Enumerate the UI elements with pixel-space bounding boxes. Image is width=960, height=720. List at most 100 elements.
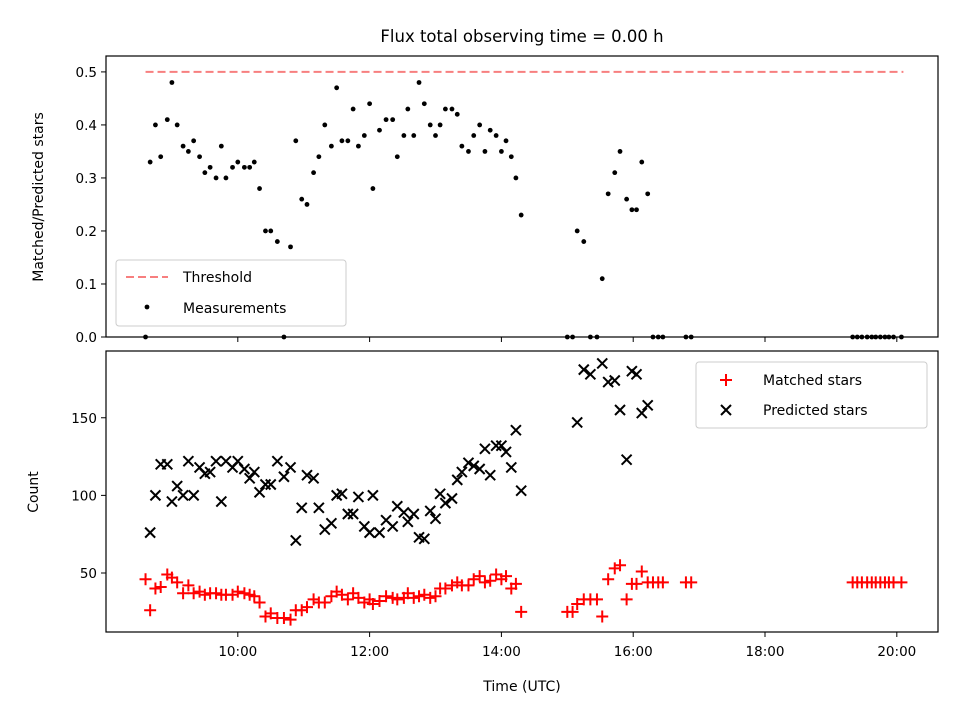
matched-star-point xyxy=(685,576,698,589)
measurement-point xyxy=(513,175,519,181)
predicted-star-point xyxy=(451,474,463,486)
measurement-point xyxy=(251,159,257,165)
predicted-star-point xyxy=(367,489,379,502)
measurement-point xyxy=(421,101,427,107)
predicted-star-point xyxy=(515,485,527,497)
measurement-point xyxy=(612,170,618,176)
measurement-point xyxy=(629,207,635,213)
predicted-star-point xyxy=(462,457,475,469)
matched-star-point xyxy=(424,591,437,604)
measurement-point xyxy=(394,154,400,160)
matched-star-point xyxy=(635,565,648,578)
predicted-star-point xyxy=(363,526,376,539)
measurement-point xyxy=(293,138,299,144)
predicted-star-point xyxy=(398,506,410,519)
predicted-star-point xyxy=(313,502,325,514)
predicted-star-point xyxy=(290,534,302,547)
matched-star-point xyxy=(429,590,442,603)
measurement-point xyxy=(482,149,488,154)
measurement-point xyxy=(605,191,611,197)
measurement-point xyxy=(433,133,438,138)
predicted-star-point xyxy=(215,495,228,508)
predicted-star-point xyxy=(408,508,420,520)
matched-star-point xyxy=(630,577,643,590)
top-ytick-label: 0.2 xyxy=(76,224,97,240)
legend-threshold-label: Threshold xyxy=(182,270,252,286)
measurement-point xyxy=(247,164,253,170)
measurement-point xyxy=(213,175,219,181)
measurement-point xyxy=(367,101,373,107)
measurement-point xyxy=(645,191,651,197)
predicted-star-point xyxy=(571,416,583,429)
legend-matched-swatch xyxy=(720,374,732,386)
measurement-point xyxy=(164,117,170,123)
measurement-point xyxy=(454,111,460,117)
bottom-xtick-label: 14:00 xyxy=(482,644,521,660)
measurement-point xyxy=(191,138,197,144)
predicted-star-point xyxy=(510,424,522,436)
top-ytick-label: 0.3 xyxy=(76,171,97,187)
measurement-point xyxy=(459,143,465,149)
measurement-point xyxy=(174,122,180,128)
measurement-point xyxy=(169,80,175,85)
matched-star-point xyxy=(373,594,386,607)
matched-star-point xyxy=(366,598,379,611)
matched-star-point xyxy=(509,577,522,590)
measurement-point xyxy=(345,138,351,144)
matched-star-point xyxy=(154,580,167,593)
measurement-point xyxy=(390,117,396,123)
legend-measurements-label: Measurements xyxy=(183,301,286,317)
matched-star-point xyxy=(380,590,393,603)
bottom-ylabel: Count xyxy=(26,471,42,513)
measurement-point xyxy=(411,133,417,138)
matched-star-point xyxy=(144,604,157,617)
measurement-point xyxy=(508,154,514,160)
measurement-point xyxy=(356,143,361,149)
predicted-star-point xyxy=(468,460,480,472)
predicted-star-point xyxy=(609,374,621,387)
top-axes-frame xyxy=(105,55,939,338)
matched-star-point xyxy=(439,582,452,595)
measurement-point xyxy=(299,196,305,202)
predicted-star-point xyxy=(238,463,251,475)
predicted-star-point xyxy=(479,443,491,455)
measurement-point xyxy=(437,122,443,128)
predicted-star-point xyxy=(265,478,277,491)
measurement-point xyxy=(241,164,247,170)
matched-star-point xyxy=(264,607,277,620)
matched-star-point xyxy=(413,590,426,603)
predicted-star-point xyxy=(182,455,195,467)
measurement-point xyxy=(268,228,274,234)
legend-matched-label: Matched stars xyxy=(763,373,862,389)
measurement-point xyxy=(235,159,241,165)
predicted-star-point xyxy=(296,502,308,514)
measurement-point xyxy=(599,276,605,282)
predicted-star-point xyxy=(386,520,399,533)
measurement-point xyxy=(218,143,224,149)
predicted-star-point xyxy=(284,461,297,474)
measurement-point xyxy=(471,133,477,138)
matched-star-point xyxy=(341,593,354,606)
measurement-point xyxy=(180,143,186,149)
matched-star-point xyxy=(500,570,513,583)
matched-star-point xyxy=(171,576,184,589)
matched-star-point xyxy=(182,579,195,592)
matched-star-point xyxy=(566,605,579,618)
measurement-point xyxy=(207,164,213,170)
measurement-point xyxy=(304,202,310,207)
predicted-star-point xyxy=(204,466,216,478)
matched-star-point xyxy=(462,579,475,592)
predicted-star-point xyxy=(641,399,654,412)
predicted-star-point xyxy=(325,517,338,530)
matched-star-point xyxy=(198,588,211,601)
measurement-point xyxy=(499,149,504,154)
measurement-point xyxy=(274,239,280,244)
predicted-star-point xyxy=(630,368,643,380)
matched-star-point xyxy=(277,612,290,625)
measurement-point xyxy=(223,175,229,181)
measurement-point xyxy=(442,106,448,112)
predicted-star-point xyxy=(278,471,290,483)
predicted-star-point xyxy=(439,497,452,509)
bottom-xtick-label: 16:00 xyxy=(614,644,653,660)
matched-star-point xyxy=(177,587,190,600)
